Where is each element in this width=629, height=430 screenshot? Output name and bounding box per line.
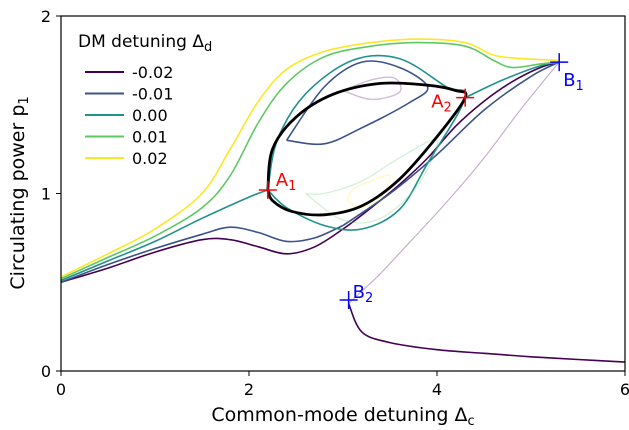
point-label: A2 xyxy=(431,92,452,116)
point-A1: A1 xyxy=(259,170,297,199)
series--0.01-loop xyxy=(287,61,428,144)
legend-item-0.02: 0.02 xyxy=(85,149,168,168)
point-A2: A2 xyxy=(431,89,474,116)
y-axis-title: Circulating power p1 xyxy=(7,96,32,289)
point-B1: B1 xyxy=(550,53,584,94)
legend-item-0.00: 0.00 xyxy=(85,106,168,125)
x-tick-label: 0 xyxy=(56,380,66,399)
point-label: B2 xyxy=(353,282,374,306)
x-tick-label: 2 xyxy=(244,380,254,399)
legend-label: 0.02 xyxy=(132,149,168,168)
x-tick-label: 4 xyxy=(432,380,442,399)
legend-label: 0.01 xyxy=(132,128,168,147)
series--0.02-branch-lower xyxy=(349,304,625,363)
y-tick-label: 0 xyxy=(41,362,51,381)
legend: DM detuning Δd -0.02 -0.01 0.00 0.01 0.02 xyxy=(78,32,212,168)
legend-label: -0.02 xyxy=(132,63,173,82)
legend-label: -0.01 xyxy=(132,85,173,104)
point-label: B1 xyxy=(563,70,584,94)
y-tick-label: 2 xyxy=(41,7,51,26)
legend-title: DM detuning Δd xyxy=(78,32,212,55)
point-label: A1 xyxy=(276,170,297,194)
legend-label: 0.00 xyxy=(132,106,168,125)
legend-item--0.01: -0.01 xyxy=(85,85,173,104)
x-axis-title: Common-mode detuning Δc xyxy=(211,404,474,429)
series--0.01-branch-upper xyxy=(61,226,343,283)
legend-item--0.02: -0.02 xyxy=(85,63,173,82)
y-tick-label: 1 xyxy=(41,185,51,204)
point-B2: B2 xyxy=(340,282,374,309)
series-0.00-branch-upper xyxy=(61,190,268,281)
x-tick-label: 6 xyxy=(620,380,629,399)
legend-item-0.01: 0.01 xyxy=(85,128,168,147)
